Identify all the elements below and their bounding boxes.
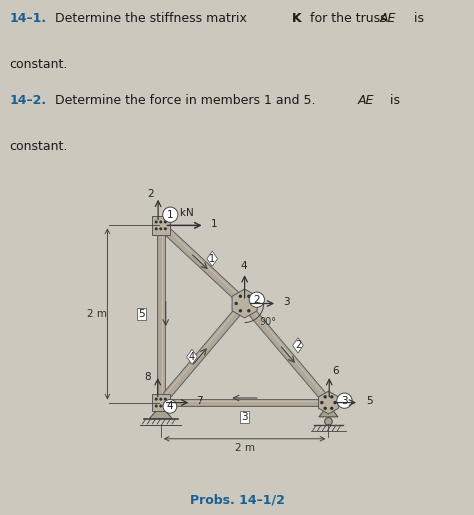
Text: 2 m: 2 m	[87, 309, 107, 319]
Text: 1: 1	[167, 210, 173, 220]
Circle shape	[155, 404, 158, 407]
Text: 5: 5	[366, 396, 373, 406]
Circle shape	[159, 220, 162, 224]
Bar	[152, 394, 170, 411]
Text: 3: 3	[283, 297, 289, 306]
Text: is: is	[386, 94, 401, 107]
Polygon shape	[149, 406, 172, 419]
Text: 7: 7	[196, 396, 203, 406]
Circle shape	[164, 398, 167, 401]
Text: is: is	[410, 11, 424, 25]
Polygon shape	[207, 251, 218, 266]
Circle shape	[251, 302, 255, 305]
Text: 14–2.: 14–2.	[9, 94, 46, 107]
Circle shape	[325, 418, 332, 425]
Text: Determine the force in members 1 and 5.: Determine the force in members 1 and 5.	[55, 94, 319, 107]
Text: 2: 2	[295, 340, 301, 350]
Text: Probs. 14–1/2: Probs. 14–1/2	[190, 493, 284, 506]
Polygon shape	[232, 289, 257, 318]
Text: 3: 3	[241, 412, 248, 422]
Polygon shape	[319, 391, 338, 414]
Polygon shape	[319, 405, 338, 417]
Circle shape	[159, 398, 162, 401]
Text: 2 m: 2 m	[235, 443, 255, 453]
Text: Determine the stiffness matrix: Determine the stiffness matrix	[55, 11, 250, 25]
Text: 4 kN: 4 kN	[170, 208, 193, 218]
Text: AE: AE	[358, 94, 374, 107]
Polygon shape	[187, 349, 197, 365]
Circle shape	[239, 295, 242, 298]
Text: K: K	[292, 11, 301, 25]
Polygon shape	[241, 301, 332, 405]
Text: 3: 3	[341, 396, 348, 406]
Text: 6: 6	[332, 366, 338, 376]
Polygon shape	[157, 226, 164, 403]
Circle shape	[239, 309, 242, 313]
Polygon shape	[158, 222, 247, 306]
Circle shape	[330, 395, 334, 399]
Text: constant.: constant.	[9, 58, 68, 71]
Circle shape	[249, 292, 264, 307]
Circle shape	[163, 400, 177, 413]
Circle shape	[323, 395, 327, 399]
Text: 4: 4	[167, 401, 173, 411]
Circle shape	[155, 220, 158, 224]
Circle shape	[164, 404, 167, 407]
Circle shape	[337, 393, 352, 408]
Circle shape	[333, 401, 337, 404]
Text: 5: 5	[138, 309, 145, 319]
Text: 14–1.: 14–1.	[9, 11, 46, 25]
Text: 4: 4	[240, 261, 247, 271]
Text: constant.: constant.	[9, 140, 68, 153]
Circle shape	[155, 398, 158, 401]
Circle shape	[247, 295, 251, 298]
Polygon shape	[157, 301, 248, 405]
Circle shape	[159, 404, 162, 407]
Circle shape	[164, 227, 167, 230]
Circle shape	[163, 207, 178, 222]
Circle shape	[159, 227, 162, 230]
Circle shape	[330, 407, 334, 410]
Text: for the truss.: for the truss.	[306, 11, 394, 25]
Text: 1: 1	[210, 219, 217, 229]
Polygon shape	[292, 338, 303, 353]
Text: 4: 4	[189, 352, 195, 362]
Circle shape	[320, 401, 324, 404]
Circle shape	[247, 309, 251, 313]
Text: AE: AE	[379, 11, 396, 25]
Circle shape	[164, 220, 167, 224]
Circle shape	[323, 407, 327, 410]
Text: 2: 2	[254, 295, 260, 305]
Polygon shape	[161, 399, 328, 406]
Circle shape	[155, 227, 158, 230]
Bar	[152, 216, 170, 235]
Text: 90°: 90°	[260, 317, 277, 327]
Text: 2: 2	[147, 189, 154, 199]
Circle shape	[235, 302, 238, 305]
Text: 1: 1	[209, 254, 215, 264]
Text: 8: 8	[144, 372, 151, 382]
